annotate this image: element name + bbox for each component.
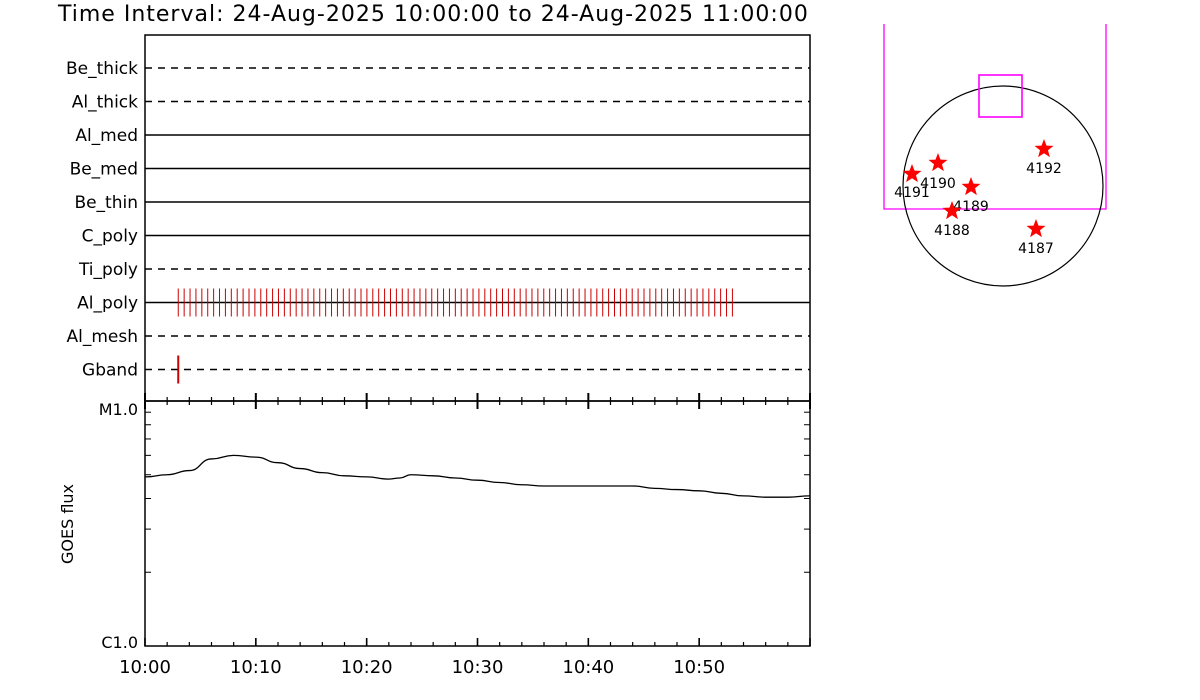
active-region-label: 4192 [1026, 161, 1062, 177]
channel-label-Gband: Gband [82, 361, 138, 381]
goes-flux-panel: M1.0 C1.0 GOES flux [58, 400, 811, 652]
goes-flux-series [144, 454, 811, 498]
active-region-marker [961, 177, 981, 196]
channel-label-Ti_poly: Ti_poly [78, 260, 138, 280]
x-tick-label: 10:20 [341, 657, 393, 678]
active-region-label: 4191 [894, 185, 930, 201]
x-tick-label: 10:10 [230, 657, 282, 678]
pointing-box [978, 74, 1023, 118]
x-tick-label: 10:30 [452, 657, 504, 678]
plot-title: Time Interval: 24-Aug-2025 10:00:00 to 2… [58, 2, 809, 27]
active-region-marker [1034, 139, 1054, 158]
active-region-label: 4190 [920, 176, 956, 192]
y-axis-label: GOES flux [58, 484, 77, 564]
channel-label-Be_med: Be_med [70, 160, 138, 180]
active-region-label: 4189 [953, 199, 989, 215]
active-region-marker [902, 164, 922, 183]
channel-label-Be_thick: Be_thick [66, 59, 138, 79]
channel-label-Al_thick: Al_thick [72, 93, 138, 113]
time-axis: 10:00 10:10 10:20 10:30 10:40 10:50 [119, 393, 811, 678]
x-tick-label: 10:50 [673, 657, 725, 678]
active-region-label: 4188 [934, 223, 970, 239]
x-tick-label: 10:00 [119, 657, 171, 678]
active-region-marker [942, 201, 962, 220]
channel-label-C_poly: C_poly [82, 227, 138, 247]
channel-label-Be_thin: Be_thin [74, 193, 138, 213]
channel-label-Al_med: Al_med [75, 126, 138, 146]
y-tick-label: M1.0 [99, 400, 138, 419]
channel-timeline-panel: Be_thick Al_thick Al_med Be_med Be_thin C_pol… [66, 34, 811, 402]
fov-outline [883, 24, 1107, 210]
active-region-marker [1026, 219, 1046, 238]
active-region-marker [928, 153, 948, 172]
x-tick-label: 10:40 [562, 657, 614, 678]
channel-label-Al_mesh: Al_mesh [66, 327, 138, 347]
active-region-label: 4187 [1018, 241, 1054, 257]
channel-label-Al_poly: Al_poly [77, 294, 138, 314]
goes-frame [144, 400, 811, 647]
y-tick-label: C1.0 [101, 633, 138, 652]
timeline-frame [144, 34, 811, 402]
solar-disk [902, 85, 1104, 287]
